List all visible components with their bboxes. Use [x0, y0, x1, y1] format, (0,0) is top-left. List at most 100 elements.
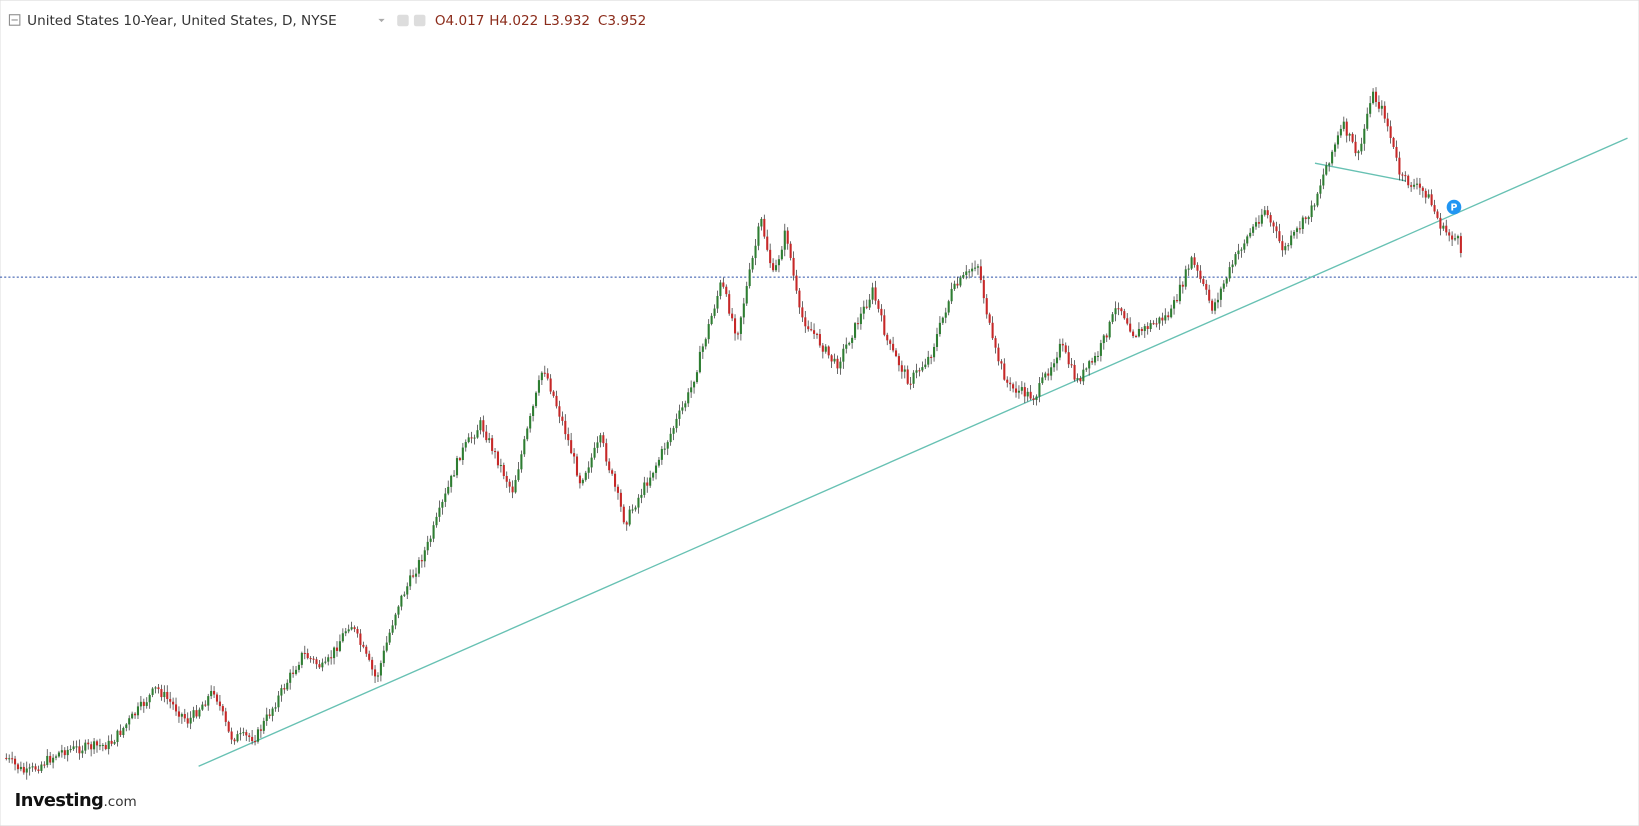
collapse-button[interactable] [8, 14, 21, 26]
candle-body [733, 318, 737, 334]
candle-body [830, 355, 833, 362]
candle-body [1020, 387, 1023, 391]
candle-body [1231, 264, 1234, 268]
candle-body [1129, 323, 1132, 332]
candle-body [292, 672, 295, 674]
candle-body [1421, 187, 1424, 191]
candle-body [46, 755, 49, 766]
candle-body [81, 750, 84, 754]
candle-body [479, 420, 482, 431]
candle-body [927, 356, 930, 365]
candle-body [663, 448, 666, 450]
candle-body [455, 458, 459, 476]
candle-body [549, 378, 552, 392]
candle-body [1331, 151, 1334, 164]
candle-body [388, 632, 391, 643]
candle-body [318, 664, 321, 668]
candle-body [160, 689, 163, 698]
candle-body [1269, 215, 1272, 223]
candle-body [581, 479, 584, 484]
candle-body [414, 573, 418, 577]
candle-body [912, 372, 915, 384]
candle-body [131, 713, 134, 719]
visibility-button[interactable] [397, 14, 409, 27]
candle-body [236, 734, 239, 742]
candle-body [695, 372, 699, 382]
candle-body [1050, 367, 1053, 376]
candle-body [312, 658, 315, 660]
candle-body [587, 467, 590, 473]
candle-body [792, 257, 795, 276]
candle-body [1105, 335, 1108, 338]
candle-body [678, 410, 681, 419]
candle-body [1266, 210, 1269, 216]
candle-body [139, 701, 142, 707]
dropdown-arrow[interactable] [378, 18, 385, 23]
candle-body [1219, 288, 1222, 300]
marker-badge[interactable] [1446, 199, 1462, 215]
candle-body [502, 464, 505, 476]
candle-body [1146, 326, 1149, 329]
candle-body [1058, 343, 1061, 358]
candle-body [189, 717, 192, 724]
candle-body [1017, 390, 1020, 393]
candle-body [1070, 364, 1073, 366]
candle-body [769, 249, 772, 264]
candle-body [1053, 363, 1056, 368]
candle-body [1287, 245, 1290, 247]
candle-body [1208, 289, 1211, 301]
candle-body [300, 652, 303, 665]
candle-body [37, 769, 40, 771]
candle-body [1111, 314, 1114, 322]
candle-body [341, 633, 344, 642]
candle-body [368, 653, 371, 660]
candles [5, 87, 1462, 780]
candle-body [1193, 257, 1196, 265]
candle-body [207, 696, 210, 706]
candle-body [1430, 194, 1433, 206]
trend-line-short[interactable] [1314, 162, 1407, 182]
candle-body [60, 750, 63, 753]
trend-line[interactable] [198, 137, 1628, 767]
candle-body [98, 745, 101, 747]
ohlc-item: O4.017 [435, 13, 485, 29]
ohlc-value: 3.952 [607, 13, 646, 29]
candle-body [1149, 323, 1152, 329]
candle-body [1134, 336, 1138, 338]
candle-body [1404, 175, 1407, 177]
candle-body [1290, 235, 1293, 246]
candle-body [1187, 268, 1190, 270]
candle-body [982, 280, 985, 299]
candle-body [95, 741, 99, 746]
candle-body [719, 282, 722, 296]
candle-body [128, 718, 131, 725]
candle-body [294, 669, 298, 674]
candle-body [807, 326, 810, 330]
candle-body [417, 560, 420, 574]
candle-body [973, 267, 977, 269]
candle-body [543, 372, 546, 374]
candle-body [1369, 103, 1372, 114]
candle-body [1395, 146, 1398, 158]
candle-body [517, 469, 520, 480]
candle-body [1442, 225, 1445, 229]
candle-body [798, 290, 801, 308]
candle-body [590, 457, 593, 468]
candle-body [693, 381, 696, 388]
candle-body [195, 710, 198, 717]
candle-body [491, 438, 494, 452]
candle-body [900, 365, 903, 372]
candle-body [935, 334, 939, 347]
candle-body [1064, 345, 1067, 353]
candle-body [1392, 137, 1395, 147]
candle-body [347, 629, 350, 632]
candle-body [701, 346, 704, 352]
candle-body [265, 714, 268, 721]
candle-body [774, 265, 778, 271]
candle-body [868, 299, 871, 308]
candle-body [476, 430, 479, 438]
candle-body [824, 346, 827, 352]
candle-body [356, 629, 359, 634]
candle-body [1067, 352, 1070, 365]
settings-button[interactable] [413, 14, 426, 27]
